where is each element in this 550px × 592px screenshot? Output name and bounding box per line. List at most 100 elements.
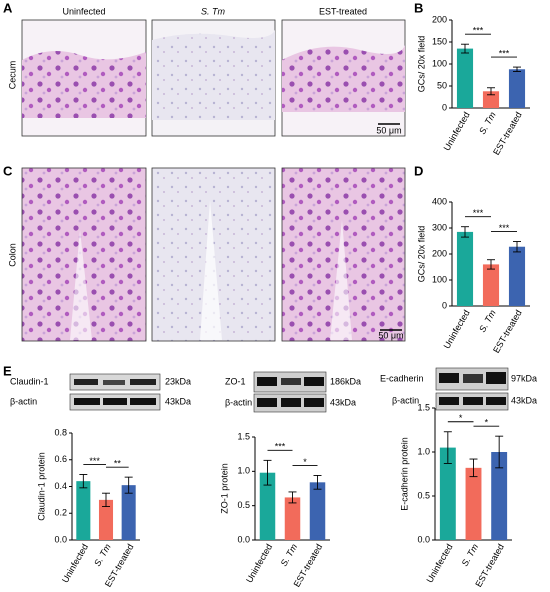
significance-label: **: [114, 459, 122, 469]
bar: [456, 48, 474, 108]
y-tick-label: 1.5: [237, 431, 250, 441]
y-tick-label: 400: [432, 196, 447, 206]
significance-label: *: [303, 457, 307, 467]
significance-label: ***: [473, 26, 484, 36]
bar: [508, 69, 526, 108]
x-tick-label: S. Tm: [279, 542, 300, 568]
x-tick-label: S. Tm: [92, 542, 113, 568]
error-bar: [487, 259, 495, 270]
error-bar: [487, 87, 495, 96]
column-header: Uninfected: [62, 6, 105, 16]
error-bar: [513, 241, 521, 253]
blot-label: 43kDa: [330, 397, 356, 407]
row-label: Cecum: [7, 61, 17, 90]
column-header: S. Tm: [201, 6, 226, 16]
scale-bar-label: 50 μm: [378, 330, 403, 340]
y-tick-label: 1.0: [417, 446, 430, 456]
scale-bar-label: 50 μm: [376, 125, 401, 135]
bar: [508, 246, 526, 306]
bar: [121, 485, 136, 540]
bar: [309, 482, 326, 540]
y-tick-label: 100: [432, 274, 447, 284]
y-tick-label: 0: [442, 102, 447, 112]
western-blot: [69, 367, 509, 413]
y-tick-label: 0.4: [54, 481, 67, 491]
bar: [456, 231, 474, 306]
blot-label: Claudin-1: [10, 376, 49, 386]
y-tick-label: 150: [432, 36, 447, 46]
y-tick-label: 1.0: [237, 466, 250, 476]
y-tick-label: 0.2: [54, 508, 67, 518]
y-tick-label: 0.5: [237, 500, 250, 510]
y-tick-label: 0: [442, 300, 447, 310]
panel-letter: E: [3, 363, 12, 378]
y-axis-label: E-cadherin protein: [399, 437, 409, 511]
y-tick-label: 50: [437, 80, 447, 90]
y-tick-label: 200: [432, 248, 447, 258]
error-bar: [79, 474, 88, 489]
x-tick-label: S. Tm: [477, 308, 498, 334]
bar: [284, 497, 301, 540]
blot-label: β-actin: [10, 396, 37, 406]
panel-letter: A: [3, 0, 13, 15]
y-tick-label: 100: [432, 58, 447, 68]
error-bar: [288, 491, 297, 504]
y-axis-label: GCs/ 20x field: [416, 226, 426, 283]
y-tick-label: 0.0: [417, 534, 430, 544]
blot-label: E-cadherin: [380, 373, 424, 383]
error-bar: [313, 475, 322, 490]
y-axis-label: Claudin-1 protein: [36, 452, 46, 521]
error-bar: [443, 431, 452, 464]
bar: [465, 467, 482, 540]
error-bar: [461, 226, 469, 238]
significance-label: ***: [275, 442, 286, 452]
error-bar: [102, 492, 110, 508]
significance-label: *: [485, 418, 489, 428]
blot-label: 43kDa: [511, 395, 537, 405]
bar: [439, 447, 456, 540]
significance-label: *: [459, 413, 463, 423]
bar: [482, 91, 500, 108]
error-bar: [513, 66, 521, 72]
significance-label: ***: [499, 48, 510, 58]
blot-label: 43kDa: [165, 396, 191, 406]
error-bar: [495, 435, 504, 469]
blot-label: 97kDa: [511, 373, 537, 383]
x-tick-label: S. Tm: [460, 542, 481, 568]
panel-letter: C: [3, 163, 13, 178]
x-tick-label: Uninfected: [60, 542, 90, 584]
bar: [259, 472, 276, 540]
y-axis-label: ZO-1 protein: [219, 463, 229, 514]
y-tick-label: 200: [432, 14, 447, 24]
y-axis-label: GCs/ 20x field: [416, 36, 426, 93]
blot-label: β-actin: [392, 395, 419, 405]
column-header: EST-treated: [319, 6, 367, 16]
significance-label: ***: [89, 456, 100, 466]
histology-image: [21, 167, 406, 342]
significance-label: ***: [473, 208, 484, 218]
error-bar: [263, 459, 272, 486]
x-tick-label: S. Tm: [477, 110, 498, 136]
histology-image: [21, 19, 406, 137]
panel-letter: B: [414, 0, 423, 15]
blot-label: β-actin: [225, 397, 252, 407]
y-tick-label: 0.0: [54, 534, 67, 544]
y-tick-label: 0.8: [54, 427, 67, 437]
x-tick-label: Uninfected: [442, 110, 472, 152]
bar: [482, 264, 500, 306]
bar: [98, 499, 114, 540]
y-tick-label: 300: [432, 222, 447, 232]
blot-label: 186kDa: [330, 376, 361, 386]
row-label: Colon: [7, 243, 17, 267]
y-tick-label: 0.5: [417, 490, 430, 500]
bar: [491, 452, 508, 540]
x-tick-label: Uninfected: [442, 308, 472, 350]
y-tick-label: 0.6: [54, 454, 67, 464]
y-tick-label: 0.0: [237, 534, 250, 544]
error-bar: [461, 43, 469, 54]
blot-label: ZO-1: [225, 376, 246, 386]
x-tick-label: Uninfected: [244, 542, 274, 584]
blot-label: 23kDa: [165, 376, 191, 386]
x-tick-label: Uninfected: [424, 542, 454, 584]
